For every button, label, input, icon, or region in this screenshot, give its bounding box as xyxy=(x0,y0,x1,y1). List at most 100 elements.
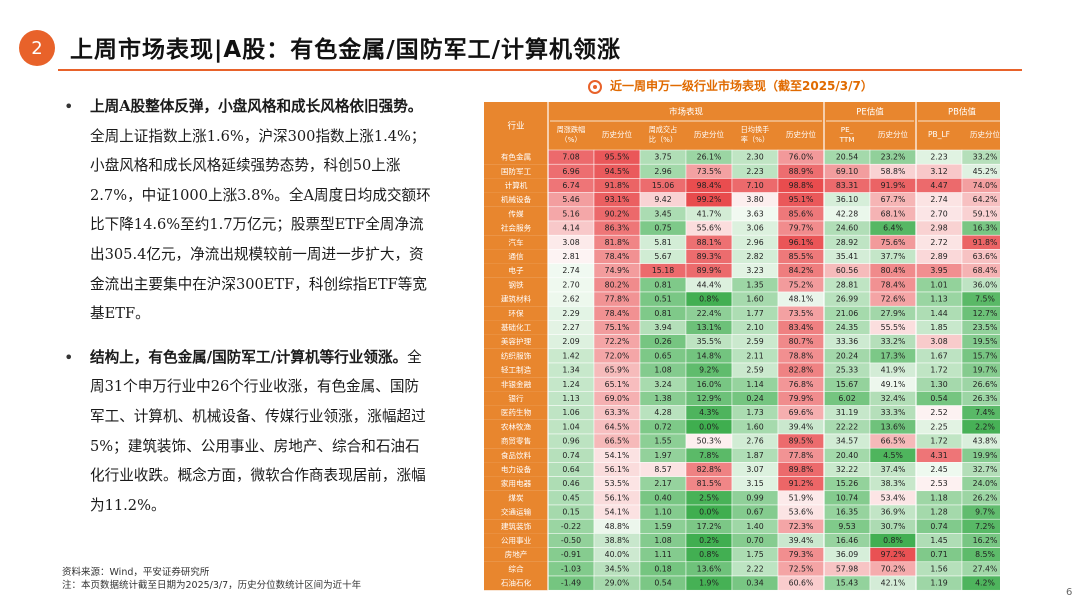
data-value: 0.26 xyxy=(654,337,671,346)
data-value: 35.5% xyxy=(697,337,722,346)
data-value: -0.22 xyxy=(561,522,581,531)
industry-cell xyxy=(484,547,548,562)
data-value: 12.7% xyxy=(973,309,998,318)
data-value: 22.22 xyxy=(836,422,858,431)
column-header: 历史分位 xyxy=(878,129,908,139)
bullet-item: 上周A股整体反弹，小盘风格和成长风格依旧强势。全周上证指数上涨1.6%，沪深30… xyxy=(62,92,432,329)
industry-name: 通信 xyxy=(508,251,524,261)
data-value: 31.19 xyxy=(836,408,858,417)
data-value: 1.60 xyxy=(746,422,763,431)
column-header-line: 率（%） xyxy=(741,135,769,144)
industry-name: 房地产 xyxy=(505,549,528,559)
data-value: 79.7% xyxy=(789,224,814,233)
data-value: 82.8% xyxy=(789,366,814,375)
data-value: 67.7% xyxy=(881,195,906,204)
industry-name: 环保 xyxy=(508,309,524,318)
data-value: 0.74 xyxy=(562,451,579,460)
column-header: 历史分位 xyxy=(602,129,632,139)
data-value: 77.8% xyxy=(605,295,630,304)
industry-name: 农林牧渔 xyxy=(501,421,532,431)
industry-name: 交通运输 xyxy=(501,507,532,517)
section-number-badge: 2 xyxy=(19,30,55,66)
data-value: 0.99 xyxy=(746,493,763,502)
data-value: 90.2% xyxy=(605,209,630,218)
industry-cell xyxy=(484,462,548,477)
column-header-line: 比（%） xyxy=(649,135,677,144)
data-value: 1.87 xyxy=(746,451,763,460)
industry-name: 社会服务 xyxy=(501,223,532,233)
industry-name: 机械设备 xyxy=(501,194,532,204)
data-value: 1.01 xyxy=(930,280,947,289)
data-value: 79.9% xyxy=(789,394,814,403)
data-value: 1.34 xyxy=(562,366,579,375)
data-value: 72.0% xyxy=(605,351,630,360)
data-value: 32.4% xyxy=(881,394,906,403)
data-value: 1.18 xyxy=(930,493,947,502)
bullet-item: 结构上，有色金属/国防军工/计算机等行业领涨。全周31个申万行业中26个行业收涨… xyxy=(62,343,432,521)
data-value: 3.24 xyxy=(654,380,671,389)
data-value: 83.31 xyxy=(836,181,858,190)
data-value: 49.1% xyxy=(881,380,906,389)
industry-cell xyxy=(484,490,548,505)
data-value: 1.35 xyxy=(746,280,763,289)
industry-cell xyxy=(484,377,548,392)
data-value: 1.10 xyxy=(654,508,671,517)
industry-column-header: 行业 xyxy=(507,121,524,132)
data-value: -1.49 xyxy=(561,579,581,588)
industry-name: 国防军工 xyxy=(501,166,532,176)
data-value: 65.1% xyxy=(605,380,630,389)
data-value: 0.96 xyxy=(562,437,579,446)
data-value: 2.82 xyxy=(746,252,763,261)
data-value: 55.5% xyxy=(881,323,906,332)
industry-name: 非银金融 xyxy=(501,379,532,389)
data-value: 88.9% xyxy=(789,167,814,176)
data-value: 2.76 xyxy=(746,437,763,446)
data-value: 26.6% xyxy=(973,380,998,389)
data-value: 80.7% xyxy=(789,337,814,346)
data-value: 19.9% xyxy=(973,451,998,460)
data-value: 0.15 xyxy=(562,508,579,517)
data-value: 39.4% xyxy=(789,422,814,431)
data-value: 91.9% xyxy=(881,181,906,190)
data-value: 2.09 xyxy=(562,337,579,346)
column-header: 历史分位 xyxy=(970,129,1000,139)
data-value: 93.1% xyxy=(605,195,630,204)
data-value: 26.3% xyxy=(973,394,998,403)
data-value: 38.8% xyxy=(605,536,630,545)
data-value: 53.4% xyxy=(881,493,906,502)
data-value: 1.28 xyxy=(930,508,947,517)
data-value: 4.5% xyxy=(883,451,903,460)
data-value: 9.7% xyxy=(975,508,995,517)
data-value: 85.6% xyxy=(789,209,814,218)
data-value: 17.2% xyxy=(697,522,722,531)
data-value: 36.0% xyxy=(973,280,998,289)
data-value: 0.34 xyxy=(746,579,763,588)
data-value: 33.2% xyxy=(881,337,906,346)
data-value: 6.96 xyxy=(562,167,579,176)
data-value: 0.64 xyxy=(562,465,579,474)
data-value: 2.96 xyxy=(746,238,763,247)
table-title: 近一周申万一级行业市场表现（截至2025/3/7） xyxy=(610,79,873,93)
data-value: 2.29 xyxy=(562,309,579,318)
data-value: 84.2% xyxy=(789,266,814,275)
data-value: 16.2% xyxy=(973,536,998,545)
data-value: 33.2% xyxy=(973,153,998,162)
data-value: 57.98 xyxy=(836,564,858,573)
industry-name: 美容护理 xyxy=(501,336,532,346)
data-value: 1.24 xyxy=(562,380,579,389)
data-value: 1.38 xyxy=(654,394,671,403)
data-value: 77.8% xyxy=(789,451,814,460)
data-value: 2.59 xyxy=(746,337,763,346)
data-value: 32.22 xyxy=(836,465,858,474)
data-value: 58.8% xyxy=(881,167,906,176)
data-value: 65.9% xyxy=(605,366,630,375)
note-line: 注：本页数据统计截至日期为2025/3/7，历史分位数统计区间为近十年 xyxy=(62,580,362,591)
industry-name: 家用电器 xyxy=(501,478,532,488)
data-value: 19.5% xyxy=(973,337,998,346)
data-value: -0.91 xyxy=(561,550,581,559)
data-value: 0.8% xyxy=(699,295,719,304)
data-value: 43.8% xyxy=(973,437,998,446)
industry-cell xyxy=(484,263,548,278)
data-value: 15.43 xyxy=(836,579,858,588)
data-value: 1.75 xyxy=(746,550,763,559)
